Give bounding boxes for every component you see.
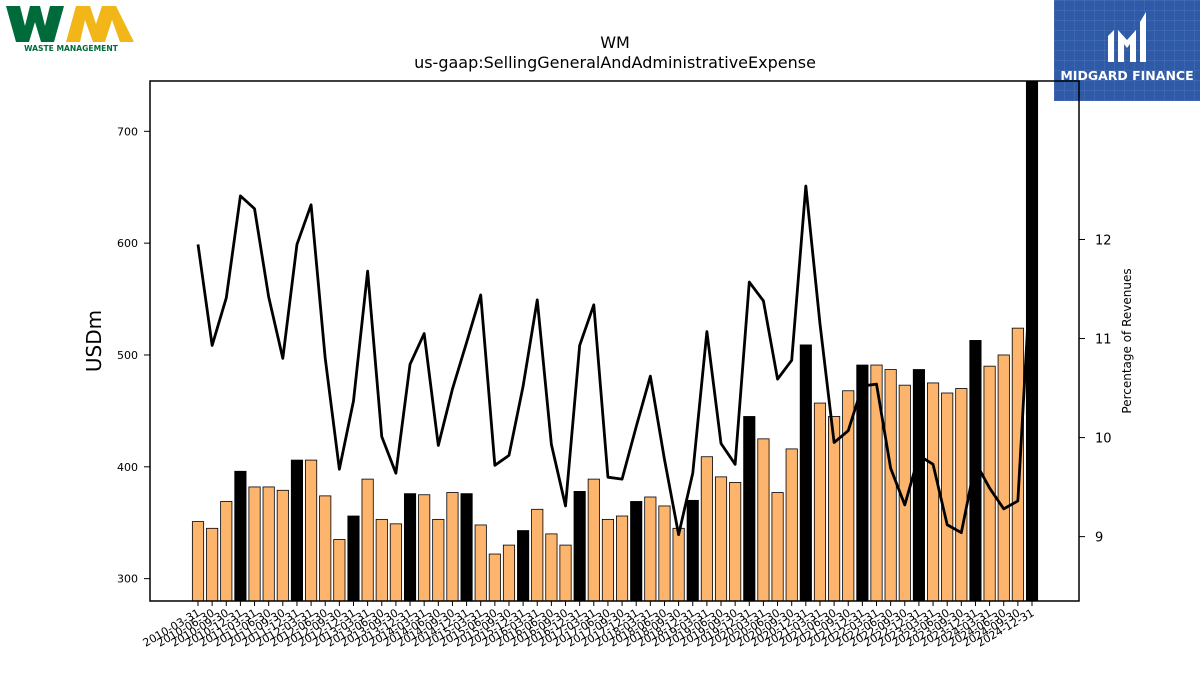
bar-2014-12-31	[460, 493, 473, 602]
bar-2021-06-30	[828, 416, 841, 602]
bar-2017-09-30	[616, 515, 629, 602]
bar-2013-12-31	[403, 493, 417, 602]
bar-2015-06-30	[488, 553, 501, 602]
bar-2017-03-31	[587, 478, 600, 602]
y-tick-label: 600	[117, 237, 138, 250]
bar-2020-12-31	[799, 344, 812, 602]
bar-2014-09-30	[446, 492, 459, 602]
y2-tick-label: 12	[1095, 233, 1112, 248]
bar-2015-03-31	[474, 524, 487, 602]
bar-2014-06-30	[432, 518, 445, 602]
bar-2013-06-30	[375, 518, 388, 602]
bar-2020-06-30	[771, 492, 784, 602]
bar-2011-12-31	[290, 459, 304, 602]
y2-tick-label: 10	[1095, 432, 1112, 447]
bar-2012-09-30	[333, 539, 346, 602]
bar-2012-12-31	[347, 515, 360, 602]
bar-2020-09-30	[785, 448, 798, 602]
bar-series	[191, 80, 1039, 602]
bar-2013-09-30	[389, 523, 402, 602]
bar-2023-06-30	[941, 392, 954, 602]
bar-2016-09-30	[559, 544, 572, 602]
bar-2023-03-31	[927, 382, 940, 602]
y2-tick-label: 9	[1095, 531, 1103, 546]
waste-management-logo: WASTE MANAGEMENT	[4, 4, 138, 54]
bar-2014-03-31	[418, 494, 431, 602]
bar-2019-12-31	[743, 416, 756, 602]
bar-2013-03-31	[361, 478, 374, 602]
bar-2016-12-31	[573, 491, 586, 602]
bar-2024-09-30	[1011, 327, 1024, 602]
bar-2022-06-30	[884, 369, 897, 602]
chart-title: WM	[600, 33, 630, 52]
bar-2017-06-30	[601, 518, 614, 602]
bar-2017-12-31	[630, 501, 643, 602]
bar-2018-09-30	[672, 527, 685, 602]
y-axis-label: USDm	[82, 310, 106, 372]
y-tick-label: 300	[117, 573, 138, 586]
bar-2020-03-31	[757, 438, 770, 602]
bar-2011-09-30	[276, 489, 289, 602]
bar-2011-03-31	[248, 486, 261, 602]
x-axis: 2010-03-312010-06-302010-09-302010-12-31…	[141, 601, 1037, 650]
bar-2015-09-30	[502, 544, 516, 602]
bar-2021-03-31	[813, 402, 827, 602]
y-tick-label: 500	[117, 349, 138, 362]
bar-2012-03-31	[305, 459, 318, 602]
midgard-finance-logo-text: MIDGARD FINANCE	[1060, 68, 1194, 83]
bar-2012-06-30	[319, 495, 332, 602]
y-tick-label: 700	[117, 125, 138, 138]
y-tick-label: 400	[117, 461, 138, 474]
line-series	[196, 184, 1034, 537]
bar-2022-12-31	[912, 369, 925, 602]
bar-2018-12-31	[686, 499, 699, 602]
bar-2018-06-30	[658, 505, 671, 602]
bar-2010-09-30	[220, 501, 233, 602]
bar-2024-06-30	[997, 354, 1010, 602]
y2-tick-label: 11	[1095, 333, 1112, 348]
bar-2016-03-31	[531, 508, 544, 602]
y2-axis-label: Percentage of Revenues	[1120, 268, 1134, 413]
bar-2010-12-31	[234, 470, 247, 602]
midgard-finance-emblem-icon	[1108, 12, 1146, 62]
bar-2018-03-31	[644, 496, 657, 602]
left-axis: 300 400 500 600 700	[117, 125, 150, 586]
bar-2015-12-31	[517, 530, 530, 602]
right-axis: 9 10 11 12	[1079, 233, 1112, 546]
bar-2010-06-30	[206, 527, 219, 602]
bar-2010-03-31	[191, 521, 205, 602]
bar-2023-09-30	[955, 388, 968, 602]
bar-2016-06-30	[545, 533, 558, 602]
bar-2011-06-30	[262, 486, 275, 602]
chart-subtitle: us-gaap:SellingGeneralAndAdministrativeE…	[414, 53, 816, 72]
bar-2019-06-30	[714, 476, 728, 602]
midgard-finance-logo: MIDGARD FINANCE	[1054, 0, 1200, 101]
percentage-of-revenues-line	[196, 184, 1034, 537]
waste-management-logo-text: WASTE MANAGEMENT	[24, 44, 119, 53]
plot-frame	[149, 80, 1080, 602]
bar-2019-03-31	[700, 456, 713, 602]
bar-2019-09-30	[729, 482, 742, 602]
